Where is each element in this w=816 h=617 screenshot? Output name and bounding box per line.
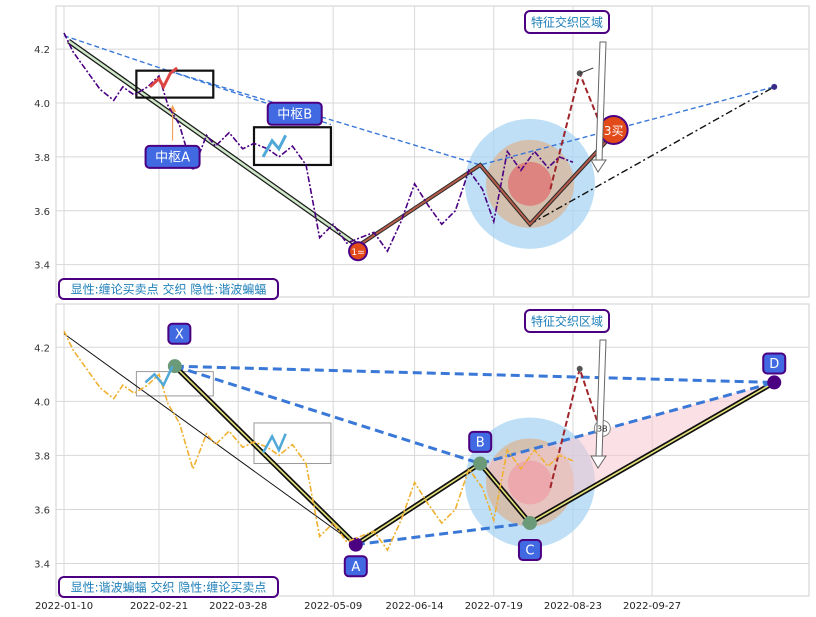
label-a-text: A bbox=[351, 560, 360, 575]
point-b-dot bbox=[473, 456, 488, 471]
label-c: C bbox=[517, 539, 542, 562]
panel-label-bottom-text: 显性:谐波蝙蝠 交织 隐性:缠论买卖点 bbox=[71, 580, 267, 595]
harmonic-dash-2 bbox=[355, 521, 531, 547]
wiggle-a bbox=[148, 66, 179, 91]
zhongshu-a-label: 中枢A bbox=[144, 144, 201, 169]
point-c-dot bbox=[522, 516, 537, 530]
zone-label-bottom: 特征交织区域 bbox=[524, 309, 610, 333]
x-tick-label: 2022-03-28 bbox=[209, 601, 267, 612]
y-tick-label: 3.8 bbox=[34, 451, 50, 462]
harmonic-dash-3 bbox=[479, 380, 775, 465]
price-line-top bbox=[63, 32, 574, 253]
background-layer bbox=[55, 5, 810, 597]
label-b-box bbox=[468, 430, 493, 453]
far-point-marker bbox=[771, 83, 778, 90]
wiggle-b-b bbox=[261, 433, 287, 454]
zone-arrow-top-head bbox=[590, 159, 607, 173]
point-a-dot bbox=[348, 537, 363, 552]
buy3b-text: 3B bbox=[597, 424, 608, 433]
label-c-text: C bbox=[525, 544, 534, 559]
label-x: X bbox=[167, 322, 192, 345]
stroke-down-inner bbox=[67, 40, 359, 247]
label-a-box bbox=[343, 555, 368, 578]
price-layer bbox=[63, 32, 574, 552]
y-tick-label: 3.8 bbox=[34, 153, 50, 164]
y-tick-label: 3.6 bbox=[34, 207, 50, 218]
label-d: D bbox=[762, 352, 787, 375]
label-c-box bbox=[517, 539, 542, 562]
point-d-dot bbox=[767, 375, 782, 390]
buy3-text: 3买 bbox=[604, 124, 624, 138]
label-x-text: X bbox=[175, 327, 184, 342]
zone-arrow-bottom-head bbox=[590, 455, 607, 469]
panel-label-top-text: 显性:缠论买卖点 交织 隐性:谐波蝙蝠 bbox=[71, 282, 267, 297]
zone-label-top: 特征交织区域 bbox=[524, 10, 610, 34]
y-tick-label: 4.2 bbox=[34, 343, 50, 354]
y-tick-label: 4.0 bbox=[34, 397, 50, 408]
label-b: B bbox=[468, 430, 493, 453]
zhongshu-b-box bbox=[252, 126, 333, 167]
wiggle-b bbox=[261, 134, 288, 158]
zhongshu-b-label-box bbox=[266, 101, 323, 126]
overlay-layer bbox=[63, 34, 782, 552]
zhongshu-a-label-text: 中枢A bbox=[155, 151, 190, 166]
thin-leg bbox=[63, 333, 357, 546]
zone-label-bottom-box bbox=[524, 309, 610, 333]
label-d-box bbox=[762, 352, 787, 375]
panel-label-top-box bbox=[58, 278, 279, 300]
buy1-marker bbox=[348, 241, 369, 262]
panel-label-bottom-box bbox=[58, 576, 279, 598]
x-tick-label: 2022-08-23 bbox=[544, 601, 602, 612]
projection-tick bbox=[579, 67, 594, 74]
wiggle-a-b bbox=[144, 365, 174, 388]
bi-legs-inner bbox=[357, 140, 608, 247]
harmonic-dash-1 bbox=[174, 364, 481, 465]
zhongshu-b-label: 中枢B bbox=[266, 101, 323, 126]
x-tick-label: 2022-01-10 bbox=[35, 601, 93, 612]
panel-label-top: 显性:缠论买卖点 交织 隐性:谐波蝙蝠 bbox=[58, 278, 279, 300]
y-tick-label: 3.4 bbox=[34, 560, 50, 571]
panel-label-bottom: 显性:谐波蝙蝠 交织 隐性:缠论买卖点 bbox=[58, 576, 279, 598]
harmonic-dash-0 bbox=[174, 364, 775, 384]
zone-label-top-text: 特征交织区域 bbox=[531, 15, 603, 30]
y-tick-label: 3.4 bbox=[34, 261, 50, 272]
zone-label-bottom-text: 特征交织区域 bbox=[531, 314, 603, 329]
plot-area-1 bbox=[55, 303, 810, 597]
x-tick-label: 2022-09-27 bbox=[623, 601, 681, 612]
x-tick-label: 2022-06-14 bbox=[386, 601, 444, 612]
label-b-text: B bbox=[476, 436, 485, 451]
label-d-text: D bbox=[769, 357, 779, 372]
label-a: A bbox=[343, 555, 368, 578]
trend-dashdot bbox=[529, 86, 775, 225]
harmonic-triangle-bcd bbox=[480, 382, 775, 523]
price-line-bottom bbox=[63, 330, 574, 552]
x-tick-label: 2022-02-21 bbox=[130, 601, 188, 612]
zone-label-top-box bbox=[524, 10, 610, 34]
zhongshu-b-label-text: 中枢B bbox=[277, 107, 312, 122]
x-tick-label: 2022-05-09 bbox=[304, 601, 362, 612]
label-x-box bbox=[167, 322, 192, 345]
text-layer: 3.4 3.6 3.8 4.0 4.2 3.4 3.6 3.8 4.0 4.2 2022-01-10… bbox=[34, 10, 787, 612]
projection-peak-b bbox=[576, 365, 583, 372]
grid-layer bbox=[56, 6, 809, 596]
x-tick-label: 2022-07-19 bbox=[465, 601, 523, 612]
y-tick-label: 3.6 bbox=[34, 505, 50, 516]
y-tick-label: 4.0 bbox=[34, 99, 50, 110]
zone-inner-circle bbox=[507, 161, 552, 206]
buy1-text: 1= bbox=[351, 248, 364, 258]
zhongshu-a-label-box bbox=[144, 144, 201, 169]
y-tick-label: 4.2 bbox=[34, 45, 50, 56]
